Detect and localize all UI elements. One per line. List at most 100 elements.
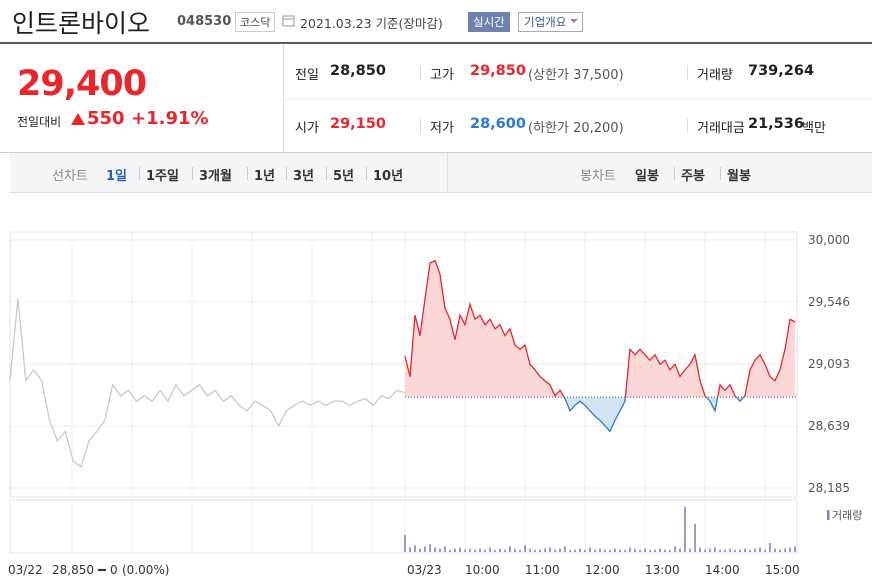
x-tick-label: 03/23 [407, 563, 442, 577]
volume-bar [609, 549, 611, 552]
volume-bar [739, 549, 741, 552]
volume-bar [544, 548, 546, 552]
price: 29,400 [17, 64, 147, 104]
stat-label: 고가 [430, 68, 454, 83]
volume-bar [534, 549, 536, 552]
volume-bar [754, 548, 756, 552]
calendar-icon [282, 15, 295, 27]
stat-value: 29,850 [470, 63, 526, 79]
volume-bar [469, 548, 471, 552]
volume-bar [519, 549, 521, 552]
volume-bar [499, 548, 501, 552]
volume-bar [689, 548, 691, 552]
volume-bar [729, 548, 731, 552]
y-tick-label: 28,639 [808, 419, 850, 433]
period-tab[interactable]: 10년 [373, 169, 404, 184]
volume-bar [429, 544, 431, 552]
volume-bar [764, 549, 766, 552]
volume-bar [654, 549, 656, 552]
volume-bar [734, 549, 736, 552]
rate: +1.91% [131, 108, 209, 129]
divider [447, 153, 448, 192]
volume-bar [584, 549, 586, 552]
volume-bar [484, 549, 486, 552]
volume-bar [664, 549, 666, 552]
divider [139, 167, 140, 180]
up-line [404, 259, 796, 398]
period-tab[interactable]: 3년 [293, 169, 315, 184]
volume-bar [559, 548, 561, 552]
realtime-button[interactable]: 실시간 [468, 12, 510, 32]
volume-bar [634, 548, 636, 552]
volume-bar [669, 549, 671, 552]
period-tab[interactable]: 5년 [333, 169, 355, 184]
stat-value: 21,536 [748, 116, 804, 132]
divider [687, 66, 688, 80]
period-tab[interactable]: 1년 [254, 169, 276, 184]
volume-bar [454, 548, 456, 552]
y-tick-label: 29,093 [808, 357, 850, 371]
volume-bar [604, 549, 606, 552]
plot-frame [9, 231, 798, 498]
volume-bar [444, 546, 446, 552]
divider [420, 119, 421, 133]
volume-bar [744, 548, 746, 552]
y-tick-label: 28,185 [808, 481, 850, 495]
footer-close: 28,850 [52, 563, 94, 577]
x-tick-label: 14:00 [705, 563, 740, 577]
tab-group-label: 봉차트 [580, 169, 616, 184]
stat-note: (하한가 20,200) [528, 121, 624, 136]
volume-bar [529, 548, 531, 552]
stat-label: 거래량 [697, 68, 733, 83]
volume-bar [509, 546, 511, 552]
divider [283, 44, 284, 152]
dropdown-arrow [570, 19, 579, 27]
company-button[interactable]: 기업개요 [518, 12, 584, 32]
volume-bar [549, 547, 551, 552]
divider [0, 152, 872, 153]
volume-bar [724, 549, 726, 552]
divider [192, 167, 193, 180]
down-line [563, 397, 745, 433]
volume-bar [769, 543, 771, 552]
volume-bar [699, 547, 701, 552]
candle-tab[interactable]: 월봉 [727, 169, 751, 184]
stat-note: (상한가 37,500) [528, 68, 624, 83]
period-tab[interactable]: 1주일 [146, 169, 179, 184]
volume-bar [774, 548, 776, 552]
volume-bar [594, 549, 596, 552]
change: 550 [87, 108, 125, 129]
volume-bar [614, 548, 616, 552]
volume-bar [479, 548, 481, 552]
period-tab[interactable]: 1일 [106, 169, 128, 184]
volume-frame [9, 499, 798, 554]
tab-bar [10, 153, 872, 193]
x-tick-label: 11:00 [525, 563, 560, 577]
stat-label: 저가 [430, 121, 454, 136]
stat-value: 29,150 [330, 116, 386, 132]
volume-bar [779, 549, 781, 552]
volume-bar [564, 546, 566, 552]
volume-bar [659, 548, 661, 552]
volume-bar [494, 549, 496, 552]
volume-bar [489, 547, 491, 552]
volume-bar [449, 549, 451, 552]
volume-bar [589, 547, 591, 552]
volume-bar [554, 549, 556, 552]
volume-bar [569, 549, 571, 552]
volume-bar [794, 546, 796, 552]
divider [420, 66, 421, 80]
volume-bar [679, 548, 681, 552]
volume-bar [409, 547, 411, 552]
period-tab[interactable]: 3개월 [199, 169, 232, 184]
candle-tab[interactable]: 일봉 [635, 169, 659, 184]
volume-bar [789, 547, 791, 552]
x-tick-label: 13:00 [645, 563, 680, 577]
volume-bar [424, 546, 426, 552]
volume-bar [629, 547, 631, 552]
volume-bar [674, 546, 676, 552]
candle-tab[interactable]: 주봉 [681, 169, 705, 184]
volume-bar [474, 549, 476, 552]
volume-bar [414, 545, 416, 552]
